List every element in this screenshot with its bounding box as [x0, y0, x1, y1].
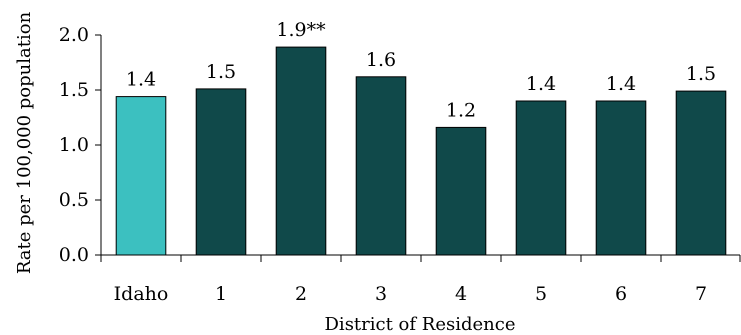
x-tick-label: 6: [615, 283, 627, 305]
data-label: 1.2: [446, 99, 476, 121]
x-tick-label: 2: [295, 283, 307, 305]
y-tick-label: 0.5: [59, 189, 89, 211]
bar-district-2: [275, 46, 327, 256]
x-tick-label: 4: [455, 283, 467, 305]
data-label: 1.4: [606, 73, 636, 95]
y-axis-title: Rate per 100,000 population: [14, 11, 35, 274]
x-tick-label: 5: [535, 283, 547, 305]
x-axis: Idaho 1 2 3 4 5 6 7: [100, 254, 741, 305]
y-tick-label: 0.0: [59, 244, 89, 266]
bar-idaho: [115, 96, 167, 256]
x-tick-label: 3: [375, 283, 387, 305]
data-label: 1.5: [686, 63, 716, 85]
y-tick-label: 1.5: [59, 79, 89, 101]
data-labels: 1.4 1.5 1.9** 1.6 1.2 1.4 1.4 1.5: [126, 19, 716, 121]
bar-district-4: [435, 126, 487, 256]
bar-district-7: [675, 90, 727, 256]
data-label: 1.5: [206, 61, 236, 83]
data-label: 1.4: [126, 69, 156, 91]
y-axis: 0.0 0.5 1.0 1.5 2.0: [59, 24, 102, 266]
bars: [115, 46, 727, 256]
data-label: 1.9**: [276, 19, 326, 41]
bar-district-5: [515, 100, 567, 256]
data-label: 1.4: [526, 73, 556, 95]
x-tick-label: 7: [695, 283, 707, 305]
bar-district-3: [355, 76, 407, 256]
bar-district-1: [195, 88, 247, 256]
data-label: 1.6: [366, 49, 396, 71]
x-axis-title: District of Residence: [325, 314, 516, 335]
y-tick-label: 1.0: [59, 134, 89, 156]
x-tick-label: 1: [215, 283, 227, 305]
y-tick-label: 2.0: [59, 24, 89, 46]
bar-district-6: [595, 100, 647, 256]
x-tick-label: Idaho: [114, 283, 169, 305]
